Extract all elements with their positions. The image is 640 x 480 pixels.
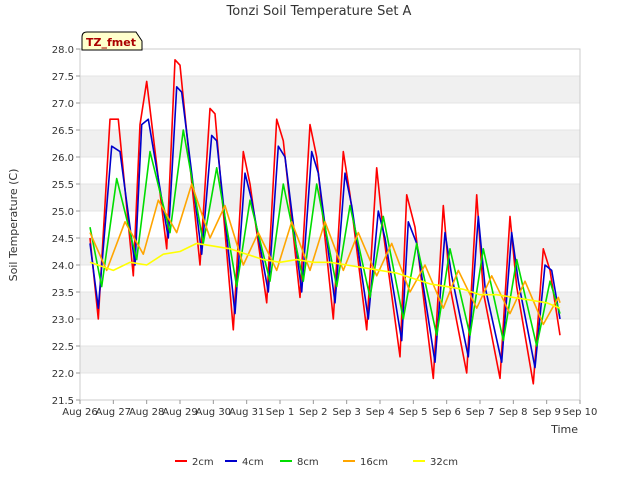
y-tick-label: 24.0 [52, 261, 74, 272]
y-tick-label: 21.5 [52, 396, 74, 407]
legend: 2cm 4cm 8cm 16cm 32cm [175, 457, 458, 468]
series-line-16cm [89, 183, 561, 326]
series-line-8cm [89, 129, 561, 347]
legend-label: 32cm [430, 457, 458, 468]
x-axis-label: Time [550, 423, 578, 436]
grid-band [80, 76, 580, 103]
x-tick-label: Aug 27 [96, 407, 131, 418]
annotation-label: TZ_fmet [86, 36, 136, 49]
x-tick-label: Aug 28 [129, 407, 164, 418]
plot-area-border [79, 48, 581, 401]
x-tick-label: Sep 8 [499, 407, 527, 418]
legend-label: 8cm [297, 457, 319, 468]
series-line-32cm [89, 242, 561, 309]
grid-band [80, 184, 580, 211]
x-tick-label: Sep 7 [466, 407, 494, 418]
legend-label: 4cm [242, 457, 264, 468]
x-tick-label: Sep 9 [532, 407, 560, 418]
series-layer [89, 59, 561, 385]
y-tick-label: 26.0 [52, 153, 74, 164]
y-tick-label: 25.0 [52, 207, 74, 218]
y-tick-label: 27.0 [52, 99, 74, 110]
y-tick-label: 28.0 [52, 45, 74, 56]
chart-title: Tonzi Soil Temperature Set A [226, 4, 412, 19]
y-tick-label: 22.5 [52, 342, 74, 353]
annotation-box: TZ_fmet [81, 31, 143, 51]
legend-item-4cm: 4cm [225, 457, 264, 468]
x-tick-label: Aug 26 [62, 407, 97, 418]
y-tick-label: 22.0 [52, 369, 74, 380]
grid-band [80, 346, 580, 373]
grid-band [80, 292, 580, 319]
y-tick-label: 27.5 [52, 72, 74, 83]
grid-band [80, 130, 580, 157]
x-tick-label: Sep 4 [366, 407, 394, 418]
y-tick-label: 24.5 [52, 234, 74, 245]
x-tick-label: Sep 3 [332, 407, 360, 418]
x-tick-label: Sep 10 [563, 407, 598, 418]
grid-bands [80, 75, 580, 401]
x-tick-label: Aug 29 [162, 407, 197, 418]
x-tick-label: Sep 2 [299, 407, 327, 418]
x-tick-label: Sep 6 [432, 407, 460, 418]
x-tick-label: Sep 5 [399, 407, 427, 418]
legend-item-16cm: 16cm [343, 457, 388, 468]
legend-label: 16cm [360, 457, 388, 468]
y-tick-label: 26.5 [52, 126, 74, 137]
legend-item-32cm: 32cm [413, 457, 458, 468]
legend-label: 2cm [192, 457, 214, 468]
legend-item-8cm: 8cm [280, 457, 319, 468]
y-axis-label: Soil Temperature (C) [7, 169, 20, 282]
x-tick-label: Aug 31 [229, 407, 264, 418]
x-tick-label: Sep 1 [266, 407, 294, 418]
legend-item-2cm: 2cm [175, 457, 214, 468]
x-tick-label: Aug 30 [196, 407, 231, 418]
y-tick-label: 25.5 [52, 180, 74, 191]
y-tick-label: 23.5 [52, 288, 74, 299]
y-axis-ticks: 21.5 22.0 22.5 23.0 23.5 24.0 24.5 25.0 25.5 26.0… [52, 45, 80, 407]
y-tick-label: 23.0 [52, 315, 74, 326]
